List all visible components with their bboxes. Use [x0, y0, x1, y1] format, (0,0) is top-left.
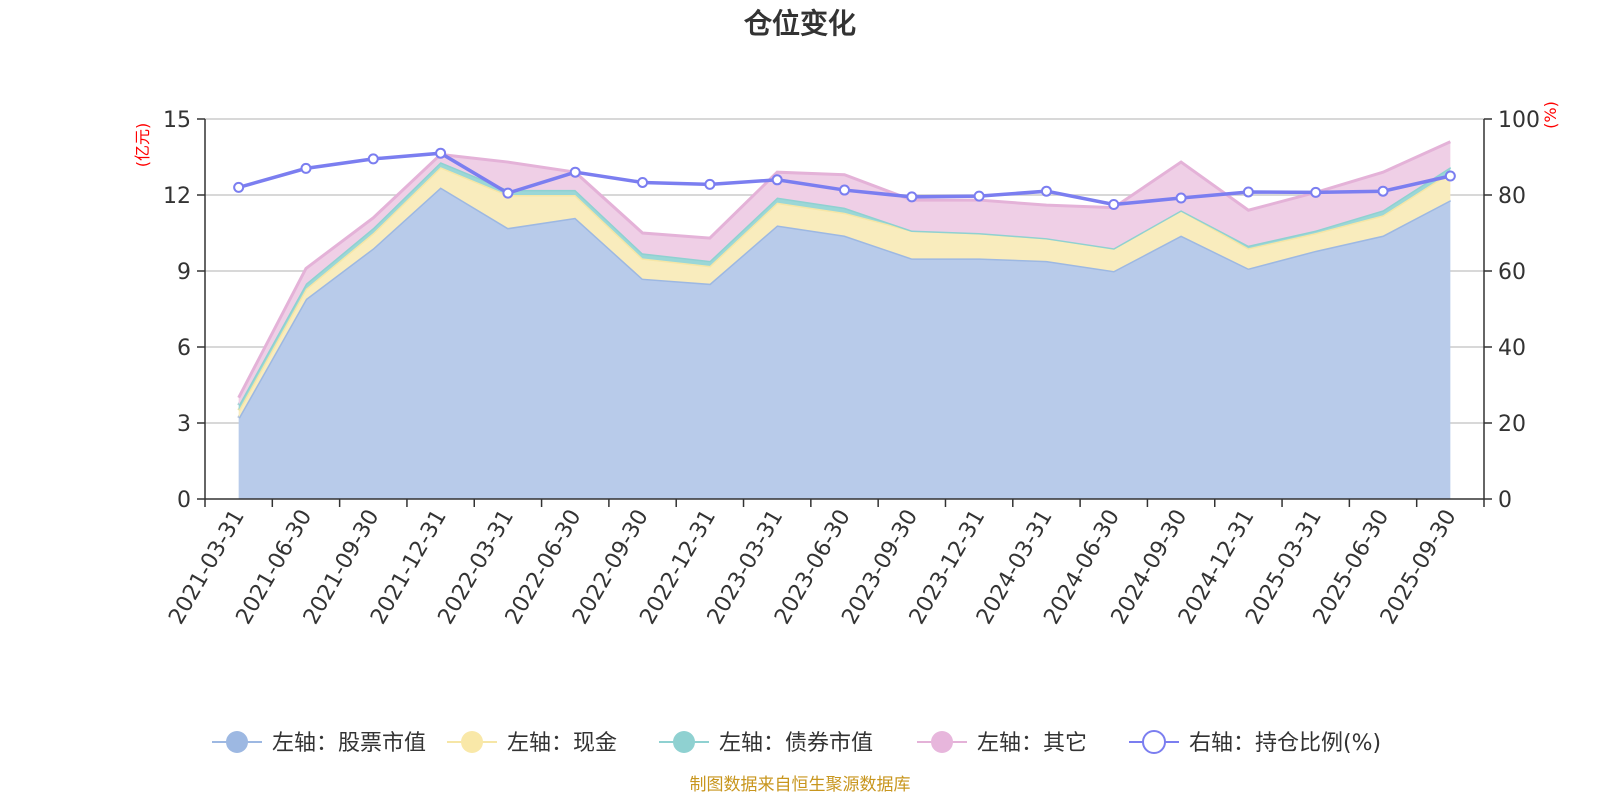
holding-ratio-line: [233, 147, 1456, 210]
right-tick-label: 40: [1498, 336, 1526, 361]
ratio-point: [1040, 185, 1052, 197]
ratio-point: [771, 174, 783, 186]
right-tick-label: 80: [1498, 184, 1526, 209]
ratio-point: [367, 153, 379, 165]
chart-title: 仓位变化: [744, 7, 856, 40]
data-source: 制图数据来自恒生聚源数据库: [690, 775, 911, 795]
left-tick-label: 12: [163, 184, 191, 209]
right-tick-label: 20: [1498, 412, 1526, 437]
left-axis-unit: (亿元): [133, 123, 152, 168]
right-axis-unit: (%): [1541, 101, 1560, 129]
left-tick-label: 9: [177, 260, 191, 285]
left-tick-label: 3: [177, 412, 191, 437]
ratio-point: [973, 190, 985, 202]
legend: 左轴：股票市值 左轴：现金 左轴：债券市值 左轴：其它 右轴：持仓比例(%): [212, 730, 1381, 756]
ratio-point: [1175, 192, 1187, 204]
ratio-point: [569, 166, 581, 178]
ratio-point: [233, 181, 245, 193]
legend-label: 左轴：债券市值: [719, 731, 873, 756]
legend-marker: [1142, 730, 1166, 754]
ratio-point: [502, 187, 514, 199]
ratio-point: [1444, 170, 1456, 182]
area-2: [238, 162, 1451, 411]
ratio-point: [1242, 186, 1254, 198]
stacked-areas: [237, 140, 1452, 499]
legend-marker: [461, 731, 483, 753]
ratio-point: [637, 176, 649, 188]
ratio-point: [1310, 186, 1322, 198]
right-tick-label: 0: [1498, 488, 1512, 513]
right-tick-label: 60: [1498, 260, 1526, 285]
ratio-point: [839, 184, 850, 196]
legend-label: 左轴：其它: [977, 731, 1087, 756]
legend-marker: [673, 731, 695, 753]
legend-marker: [931, 731, 953, 753]
legend-item: 右轴：持仓比例(%): [1129, 730, 1381, 756]
right-tick-label: 100: [1498, 108, 1540, 133]
ratio-point: [704, 178, 716, 190]
legend-item: 左轴：债券市值: [659, 731, 873, 756]
ratio-point: [300, 162, 312, 174]
legend-item: 左轴：股票市值: [212, 731, 426, 756]
left-tick-label: 6: [177, 336, 191, 361]
ratio-point: [1108, 199, 1120, 210]
legend-item: 左轴：现金: [447, 731, 617, 756]
area-edge-2: [237, 160, 1452, 406]
area-0: [238, 187, 1451, 499]
left-tick-label: 15: [163, 108, 191, 133]
ratio-point: [906, 191, 918, 203]
left-tick-label: 0: [177, 488, 191, 513]
legend-label: 左轴：现金: [507, 731, 617, 756]
legend-label: 左轴：股票市值: [272, 731, 426, 756]
area-3: [238, 141, 1451, 406]
ratio-point: [435, 147, 447, 159]
legend-item: 左轴：其它: [917, 731, 1087, 756]
legend-label: 右轴：持仓比例(%): [1189, 731, 1381, 756]
legend-marker: [226, 731, 248, 753]
ratio-point: [1377, 185, 1389, 197]
